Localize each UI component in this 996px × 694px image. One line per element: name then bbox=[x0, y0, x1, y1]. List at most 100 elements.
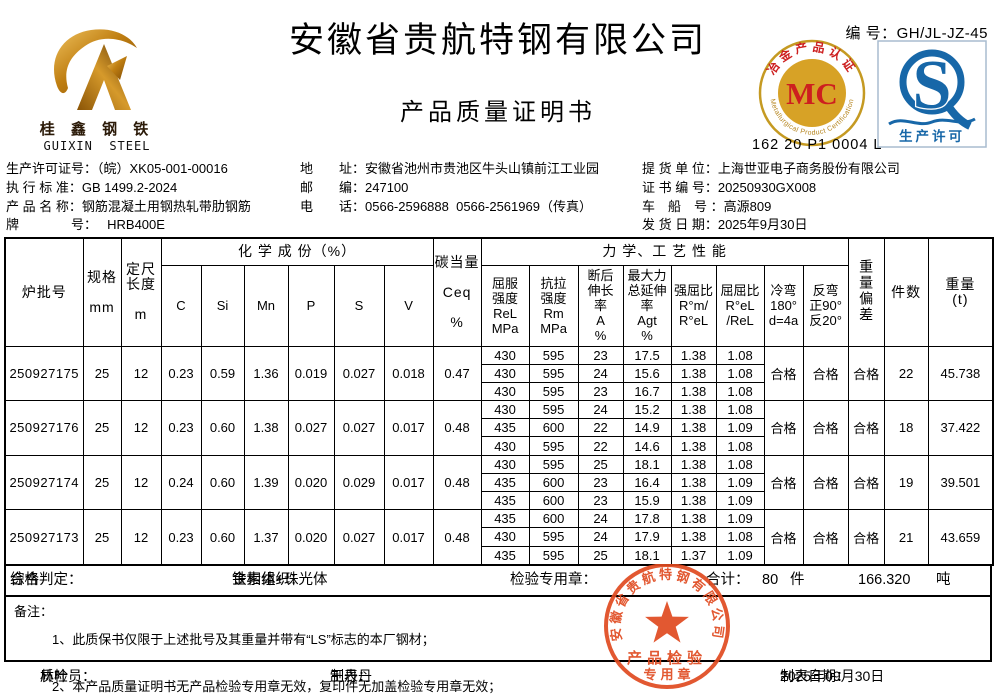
reverse-bend-result-cell: 合格 bbox=[802, 509, 849, 566]
yield-strength-value-cell: 430 bbox=[480, 400, 530, 420]
elongation-value-cell: 22 bbox=[577, 418, 624, 438]
agt-value-cell: 17.9 bbox=[622, 527, 672, 547]
weight-deviation-vertical-text: 重量偏差 bbox=[858, 258, 875, 323]
cold-bend-result-cell: 合格 bbox=[763, 509, 804, 566]
tensile-strength-value-cell: 595 bbox=[528, 345, 579, 365]
spec-value-cell: 25 bbox=[82, 400, 122, 456]
col-header-v: V bbox=[383, 264, 434, 347]
mc-license-number: 162 20 P1 0004 L bbox=[752, 137, 883, 153]
grade-value: HRB400E bbox=[90, 217, 165, 233]
s-value-cell: 0.027 bbox=[333, 400, 385, 456]
rm-rel-ratio-value-cell: 1.38 bbox=[670, 418, 717, 438]
phone-label: 电 话： bbox=[300, 198, 366, 214]
standard-label: 执 行 标 准： bbox=[6, 179, 82, 195]
pieces-value-cell: 19 bbox=[883, 454, 929, 511]
vehicle-value: 高源809 bbox=[723, 198, 772, 214]
tensile-strength-value-cell: 595 bbox=[528, 527, 579, 547]
reverse-bend-result-cell: 合格 bbox=[802, 345, 849, 402]
guixin-logo-mark bbox=[54, 29, 137, 110]
total-pieces: 80 bbox=[762, 572, 779, 588]
elongation-value-cell: 23 bbox=[577, 381, 624, 402]
si-value-cell: 0.59 bbox=[200, 345, 245, 402]
v-value-cell: 0.018 bbox=[383, 345, 434, 402]
ceq-value-cell: 0.48 bbox=[432, 454, 482, 511]
col-header-reverse-bend: 反弯 正90° 反20° bbox=[802, 264, 849, 347]
notes-label: 备注： bbox=[14, 604, 54, 619]
grade-row: 牌 号： HRB400E bbox=[6, 216, 251, 235]
si-value-cell: 0.60 bbox=[200, 454, 245, 511]
agt-value-cell: 18.1 bbox=[622, 545, 672, 566]
c-value-cell: 0.24 bbox=[160, 454, 202, 511]
production-license-label: 生产许可证号： bbox=[6, 161, 98, 176]
rel-ratio-value-cell: 1.08 bbox=[715, 400, 765, 420]
mn-value-cell: 1.37 bbox=[243, 509, 289, 566]
stamp-line2: 专用章 bbox=[643, 667, 694, 682]
rel-ratio-value-cell: 1.08 bbox=[715, 363, 765, 383]
elongation-value-cell: 25 bbox=[577, 545, 624, 566]
batch-250927174-subrow-3: 435 600 23 15.9 1.38 1.09 bbox=[5, 490, 993, 511]
address-label: 地 址： bbox=[300, 161, 366, 176]
mc-center-text: MC bbox=[786, 76, 838, 111]
certificate-no-row: 证 书 编 号：20250930GX008 bbox=[642, 179, 900, 198]
reverse-bend-result-cell: 合格 bbox=[802, 400, 849, 456]
document-number-label: 编 号： bbox=[845, 25, 897, 42]
tensile-strength-value-cell: 600 bbox=[528, 472, 579, 493]
info-column-left: 生产许可证号：（皖）XK05-001-00016 执 行 标 准：GB 1499… bbox=[6, 160, 251, 235]
elongation-value-cell: 23 bbox=[577, 490, 624, 511]
col-header-pieces: 件数 bbox=[883, 237, 929, 347]
agt-value-cell: 18.1 bbox=[622, 454, 672, 474]
info-column-right: 提 货 单 位：上海世亚电子商务股份有限公司 证 书 编 号：20250930G… bbox=[642, 160, 900, 235]
col-header-heat-no: 炉批号 bbox=[4, 237, 84, 347]
ceq-value-cell: 0.47 bbox=[432, 345, 482, 402]
yield-strength-value-cell: 435 bbox=[480, 490, 530, 511]
batch-250927175-subrow-1: 250927175 25 12 0.23 0.59 1.36 0.019 0.027 0.018… bbox=[4, 345, 994, 402]
document-title: 产品质量证明书 bbox=[400, 100, 596, 126]
cold-bend-result-cell: 合格 bbox=[763, 400, 804, 456]
certificate-no-value: 20250930GX008 bbox=[717, 179, 817, 195]
cold-bend-result-cell: 合格 bbox=[763, 345, 804, 402]
mn-value-cell: 1.39 bbox=[243, 454, 289, 511]
company-name-title: 安徽省贵航特钢有限公司 bbox=[288, 21, 707, 60]
reverse-bend-result-cell: 合格 bbox=[802, 454, 849, 511]
weight-value-cell: 43.659 bbox=[927, 509, 994, 566]
col-header-agt: 最大力 总延伸 率 Agt % bbox=[622, 264, 672, 347]
v-value-cell: 0.017 bbox=[383, 400, 434, 456]
rel-ratio-value-cell: 1.09 bbox=[715, 509, 765, 529]
col-header-p: P bbox=[287, 264, 335, 347]
ship-date-value: 2025年9月30日 bbox=[717, 217, 808, 233]
c-value-cell: 0.23 bbox=[160, 345, 202, 402]
ceq-value-cell: 0.48 bbox=[432, 400, 482, 456]
consignee-row: 提 货 单 位：上海世亚电子商务股份有限公司 bbox=[642, 160, 900, 179]
col-header-length: 定尺 长度 m bbox=[120, 237, 162, 347]
qs-label: 生产许可 bbox=[899, 128, 965, 144]
total-label: 合计： bbox=[706, 572, 750, 588]
rm-rel-ratio-value-cell: 1.38 bbox=[670, 400, 717, 420]
standard-value: GB 1499.2-2024 bbox=[81, 179, 178, 195]
col-header-weight-deviation: 重量偏差 bbox=[847, 237, 885, 347]
col-header-c: C bbox=[160, 264, 202, 347]
col-header-spec: 规格 mm bbox=[82, 237, 122, 347]
notes-lines: 1、此质保书仅限于上述批号及其重量并带有“LS”标志的本厂钢材； 2、本产品质量… bbox=[52, 601, 521, 694]
prepared-date-value: 2025年09月30日 bbox=[780, 668, 885, 684]
standard-row: 执 行 标 准：GB 1499.2-2024 bbox=[6, 179, 251, 198]
overall-judgement-value: 合格 bbox=[10, 572, 39, 588]
rel-ratio-value-cell: 1.09 bbox=[715, 472, 765, 493]
c-value-cell: 0.23 bbox=[160, 509, 202, 566]
yield-strength-value-cell: 430 bbox=[480, 454, 530, 474]
batch-250927176-subrow-1: 250927176 25 12 0.23 0.60 1.38 0.027 0.027 0.017… bbox=[4, 400, 994, 456]
batch-250927176-subrow-2: 435 600 22 14.9 1.38 1.09 bbox=[5, 418, 993, 438]
qs-production-license-mark: S 生产许可 bbox=[877, 40, 987, 148]
col-header-rel-ratio: 屈屈比 R°eL /ReL bbox=[715, 264, 765, 347]
rm-rel-ratio-value-cell: 1.38 bbox=[670, 490, 717, 511]
rm-rel-ratio-value-cell: 1.38 bbox=[670, 381, 717, 402]
rel-ratio-value-cell: 1.08 bbox=[715, 436, 765, 456]
tensile-strength-value-cell: 595 bbox=[528, 454, 579, 474]
rm-rel-ratio-value-cell: 1.38 bbox=[670, 345, 717, 365]
yield-strength-value-cell: 435 bbox=[480, 472, 530, 493]
company-logo: 桂 鑫 钢 铁 GUIXIN STEEL bbox=[38, 26, 156, 153]
document-number-value: GH/JL-JZ-45 bbox=[896, 25, 988, 42]
weight-value-cell: 45.738 bbox=[927, 345, 994, 402]
batch-250927174-subrow-2: 435 600 23 16.4 1.38 1.09 bbox=[5, 472, 993, 493]
batch-250927173-subrow-1: 250927173 25 12 0.23 0.60 1.37 0.020 0.027 0.017… bbox=[4, 509, 994, 566]
